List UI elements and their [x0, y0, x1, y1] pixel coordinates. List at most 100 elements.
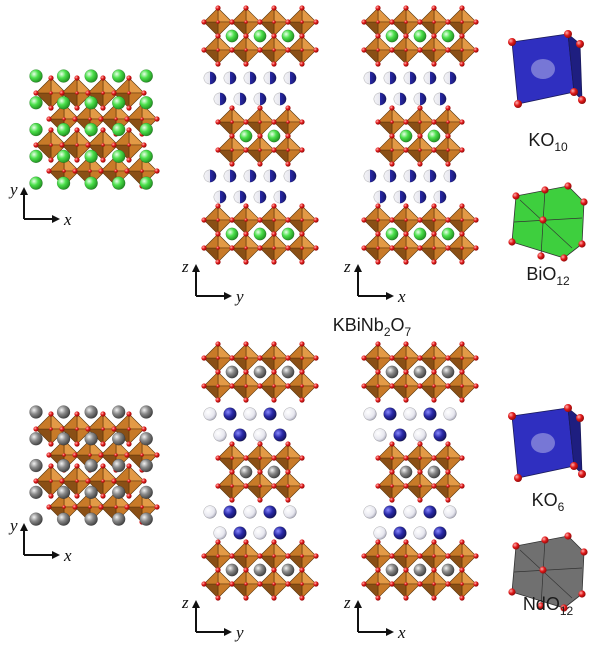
- oxygen-atom: [85, 426, 91, 432]
- nb-octahedron: [431, 441, 465, 475]
- oxygen-atom: [243, 397, 249, 403]
- oxygen-atom: [154, 452, 160, 458]
- nd-atom: [413, 563, 427, 577]
- nb-octahedron: [257, 369, 291, 403]
- oxygen-atom: [257, 355, 263, 361]
- nd-atom: [441, 563, 455, 577]
- oxygen-atom: [257, 581, 263, 587]
- oxygen-atom: [271, 483, 277, 489]
- nd-atom: [111, 458, 126, 473]
- nb-octahedron: [257, 203, 291, 237]
- polyhedron-label: NdO12: [523, 594, 574, 618]
- oxygen-atom: [258, 456, 262, 460]
- nd-atom: [56, 432, 71, 446]
- oxygen-atom: [258, 120, 262, 124]
- oxygen-atom: [75, 479, 79, 483]
- oxygen-atom: [299, 259, 305, 265]
- oxygen-atom: [49, 143, 53, 147]
- oxygen-atom: [299, 61, 305, 67]
- oxygen-atom: [431, 203, 437, 209]
- oxygen-atom: [404, 384, 408, 388]
- oxygen-atom: [404, 246, 408, 250]
- oxygen-atom: [508, 38, 516, 46]
- oxygen-atom: [100, 157, 106, 163]
- oxygen-atom: [229, 217, 235, 223]
- bi-atom: [111, 96, 126, 110]
- oxygen-atom: [286, 120, 290, 124]
- oxygen-atom: [375, 567, 381, 573]
- nd-atom: [399, 465, 413, 479]
- oxygen-atom: [375, 397, 381, 403]
- oxygen-atom: [140, 169, 144, 173]
- oxygen-atom: [74, 411, 80, 417]
- vacancy-site: [373, 428, 387, 442]
- oxygen-atom: [459, 203, 465, 209]
- bi-atom: [84, 69, 98, 83]
- oxygen-atom: [229, 497, 235, 503]
- oxygen-atom: [216, 246, 220, 250]
- nd-atom: [139, 405, 153, 419]
- horizontal-axis-label: x: [397, 623, 406, 642]
- oxygen-atom: [431, 483, 437, 489]
- oxygen-atom: [229, 19, 235, 25]
- vertical-axis-label: y: [8, 516, 18, 535]
- oxygen-atom: [74, 75, 80, 81]
- oxygen-atom: [201, 217, 207, 223]
- bi-atom: [139, 149, 153, 164]
- oxygen-atom: [445, 355, 451, 361]
- oxygen-atom: [111, 90, 117, 96]
- nd-atom: [29, 405, 43, 419]
- oxygen-atom: [230, 456, 234, 460]
- oxygen-atom: [459, 539, 465, 545]
- oxygen-atom: [361, 383, 367, 389]
- oxygen-atom: [564, 30, 572, 38]
- oxygen-atom: [62, 505, 66, 509]
- oxygen-atom: [72, 168, 78, 174]
- nb-octahedron: [361, 231, 395, 265]
- oxygen-atom: [417, 553, 423, 559]
- oxygen-atom: [313, 355, 319, 361]
- oxygen-atom: [446, 456, 450, 460]
- oxygen-atom: [127, 143, 131, 147]
- oxygen-atom: [459, 147, 465, 153]
- oxygen-atom: [460, 384, 464, 388]
- vacancy-site: [363, 407, 377, 421]
- oxygen-atom: [272, 582, 276, 586]
- nd-atom: [267, 465, 281, 479]
- bi-atom: [253, 227, 267, 241]
- oxygen-atom: [299, 5, 305, 11]
- oxygen-atom: [244, 384, 248, 388]
- oxygen-atom: [403, 119, 409, 125]
- oxygen-atom: [432, 356, 436, 360]
- potassium-site: [383, 71, 397, 85]
- oxygen-atom: [361, 217, 367, 223]
- oxygen-atom: [111, 426, 117, 432]
- bi-atom: [281, 227, 295, 241]
- nd-atom: [139, 512, 153, 526]
- oxygen-atom: [299, 483, 305, 489]
- oxygen-atom: [446, 484, 450, 488]
- oxygen-atom: [512, 542, 520, 550]
- oxygen-atom: [389, 47, 395, 53]
- nd-atom: [441, 365, 455, 379]
- bi-atom: [84, 149, 98, 164]
- oxygen-atom: [126, 463, 132, 469]
- oxygen-atom: [564, 404, 572, 412]
- oxygen-atom: [539, 566, 547, 574]
- oxygen-atom: [376, 246, 380, 250]
- oxygen-atom: [389, 497, 395, 503]
- nd-atom: [29, 512, 43, 526]
- oxygen-atom: [46, 452, 52, 458]
- bi-atom: [29, 69, 43, 83]
- oxygen-atom: [124, 452, 130, 458]
- oxygen-atom: [389, 581, 395, 587]
- oxygen-atom: [299, 397, 305, 403]
- nb-octahedron: [85, 127, 121, 163]
- oxygen-atom: [390, 120, 394, 124]
- nb-octahedron: [285, 231, 319, 265]
- oxygen-atom: [85, 90, 91, 96]
- potassium-site: [363, 169, 377, 183]
- oxygen-atom: [215, 5, 221, 11]
- oxygen-atom: [431, 341, 437, 347]
- oxygen-atom: [141, 426, 147, 432]
